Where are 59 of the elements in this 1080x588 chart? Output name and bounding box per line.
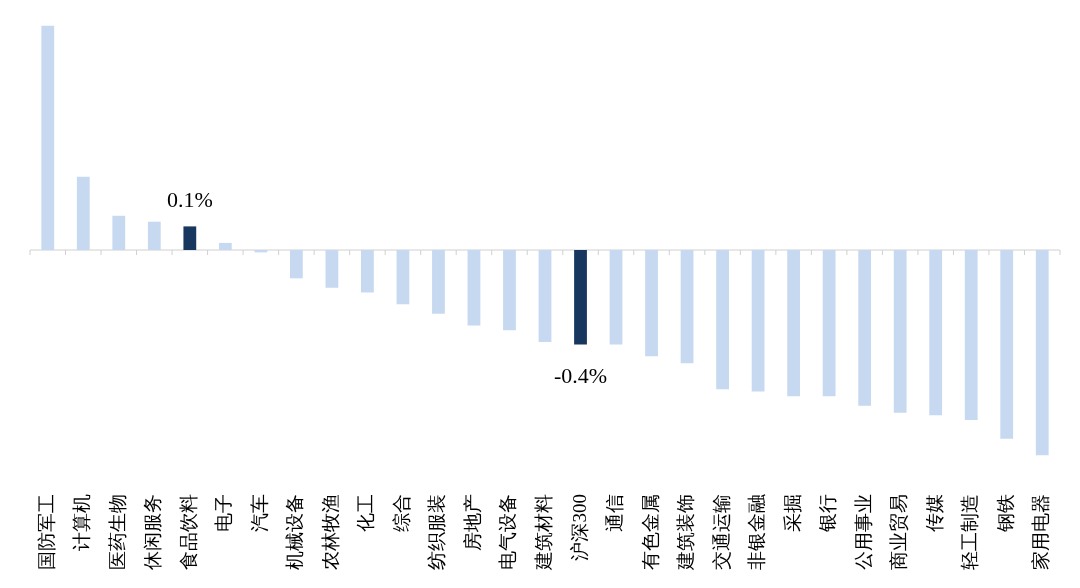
x-tick-label: 农林牧渔 [319, 494, 341, 570]
bar [112, 215, 126, 250]
bar [41, 25, 55, 250]
bar [787, 250, 801, 397]
bar [645, 250, 658, 357]
x-tick-label: 国防军工 [35, 494, 57, 570]
bar [218, 242, 232, 250]
bar [467, 250, 481, 326]
x-tick-label: 非银金融 [746, 494, 768, 570]
x-tick-label: 沪深300 [568, 494, 590, 561]
x-tick-label: 电子 [213, 494, 235, 532]
bar [183, 226, 197, 250]
x-tick-label: 纺织服装 [426, 494, 448, 570]
bar [1035, 250, 1049, 456]
bar [76, 176, 90, 250]
bar [538, 250, 552, 343]
x-tick-label: 交通运输 [710, 494, 732, 570]
bar [929, 250, 943, 416]
bar [432, 250, 445, 314]
bar [147, 221, 161, 250]
bar [325, 250, 339, 288]
x-tick-label: 休闲服务 [142, 494, 164, 570]
bar [396, 250, 410, 305]
x-tick-label: 建筑装饰 [675, 494, 697, 571]
bar [289, 250, 303, 279]
x-tick-label: 商业贸易 [888, 494, 910, 570]
x-tick-label: 房地产 [461, 494, 483, 551]
x-tick-label: 家用电器 [1030, 494, 1052, 570]
x-tick-label: 计算机 [71, 494, 93, 551]
bar [893, 250, 907, 413]
x-tick-label: 采掘 [781, 494, 803, 532]
x-tick-label: 轻工制造 [959, 494, 981, 570]
x-tick-label: 综合 [390, 494, 412, 532]
x-tick-label: 传媒 [923, 494, 945, 532]
bar [609, 250, 623, 345]
x-tick-label: 汽车 [248, 494, 270, 532]
x-tick-label: 银行 [817, 494, 839, 533]
data-label: -0.4% [553, 363, 608, 389]
data-label: 0.1% [166, 187, 213, 213]
x-tick-label: 机械设备 [284, 494, 306, 570]
x-tick-label: 医药生物 [106, 494, 128, 570]
bar [574, 250, 587, 345]
bar [361, 250, 374, 293]
x-tick-label: 化工 [355, 494, 377, 532]
x-tick-label: 有色金属 [639, 494, 661, 570]
bar [858, 250, 872, 406]
x-tick-label: 通信 [604, 494, 626, 532]
bar [751, 250, 765, 392]
x-tick-label: 公用事业 [852, 494, 874, 570]
bar [964, 250, 978, 420]
x-tick-label: 建筑材料 [532, 494, 554, 571]
bar [1000, 250, 1014, 439]
bar [822, 250, 836, 397]
bar [503, 250, 516, 331]
x-tick-label: 电气设备 [497, 494, 519, 570]
x-tick-label: 食品饮料 [177, 494, 199, 570]
bar [716, 250, 729, 390]
bar [680, 250, 694, 364]
x-tick-label: 钢铁 [994, 494, 1016, 533]
